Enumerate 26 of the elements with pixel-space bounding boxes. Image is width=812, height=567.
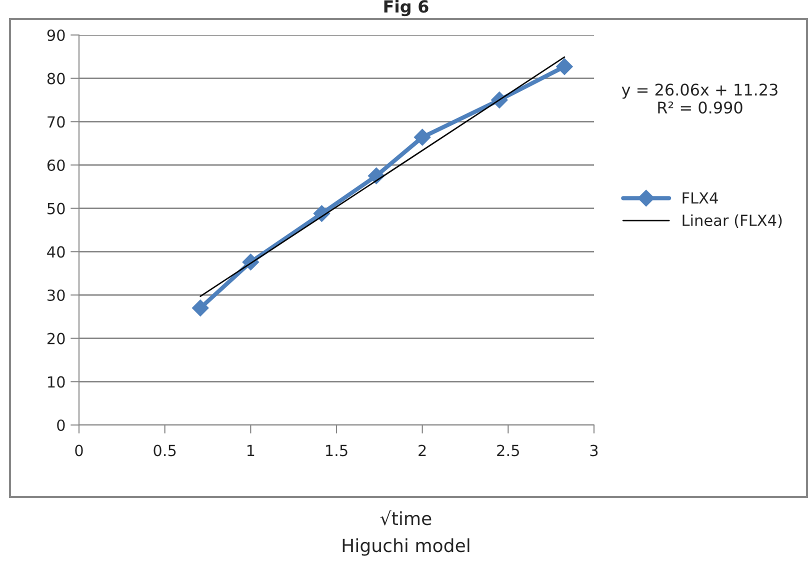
x-tick-label: 0: [75, 444, 83, 456]
y-tick-label: 80: [47, 72, 65, 84]
text: y = 26.06x + 11.23 R² = 0.990: [622, 84, 778, 114]
point: [414, 128, 431, 146]
y-tick-label: 10: [48, 376, 65, 388]
x-tick-label: 1.5: [326, 444, 348, 456]
point: [556, 58, 573, 76]
y-tick-label: 70: [48, 116, 65, 128]
y-tick-label: 20: [47, 332, 65, 344]
x-tick-label: 1: [247, 444, 254, 456]
y-tick-label: 60: [47, 159, 65, 172]
y-tick-label: 40: [47, 246, 65, 258]
y-tick-label: 50: [48, 202, 65, 214]
y-tick-label: 30: [48, 289, 65, 302]
x-tick-label: 2.5: [497, 444, 519, 456]
x-axis-title: √time: [380, 510, 432, 526]
y-tick-label: 90: [47, 29, 65, 42]
legend-label: Linear (FLX4): [682, 214, 782, 228]
x-tick-label: 0.5: [154, 444, 176, 456]
legend-label: FLX4: [682, 192, 718, 204]
y-tick-label: 0: [57, 419, 65, 432]
text: Higuchi model: [342, 538, 470, 556]
chart-title: Fig 6: [384, 0, 428, 16]
x-tick-label: 3: [590, 444, 598, 456]
point: [192, 300, 209, 316]
x-tick-label: 2: [418, 444, 426, 456]
